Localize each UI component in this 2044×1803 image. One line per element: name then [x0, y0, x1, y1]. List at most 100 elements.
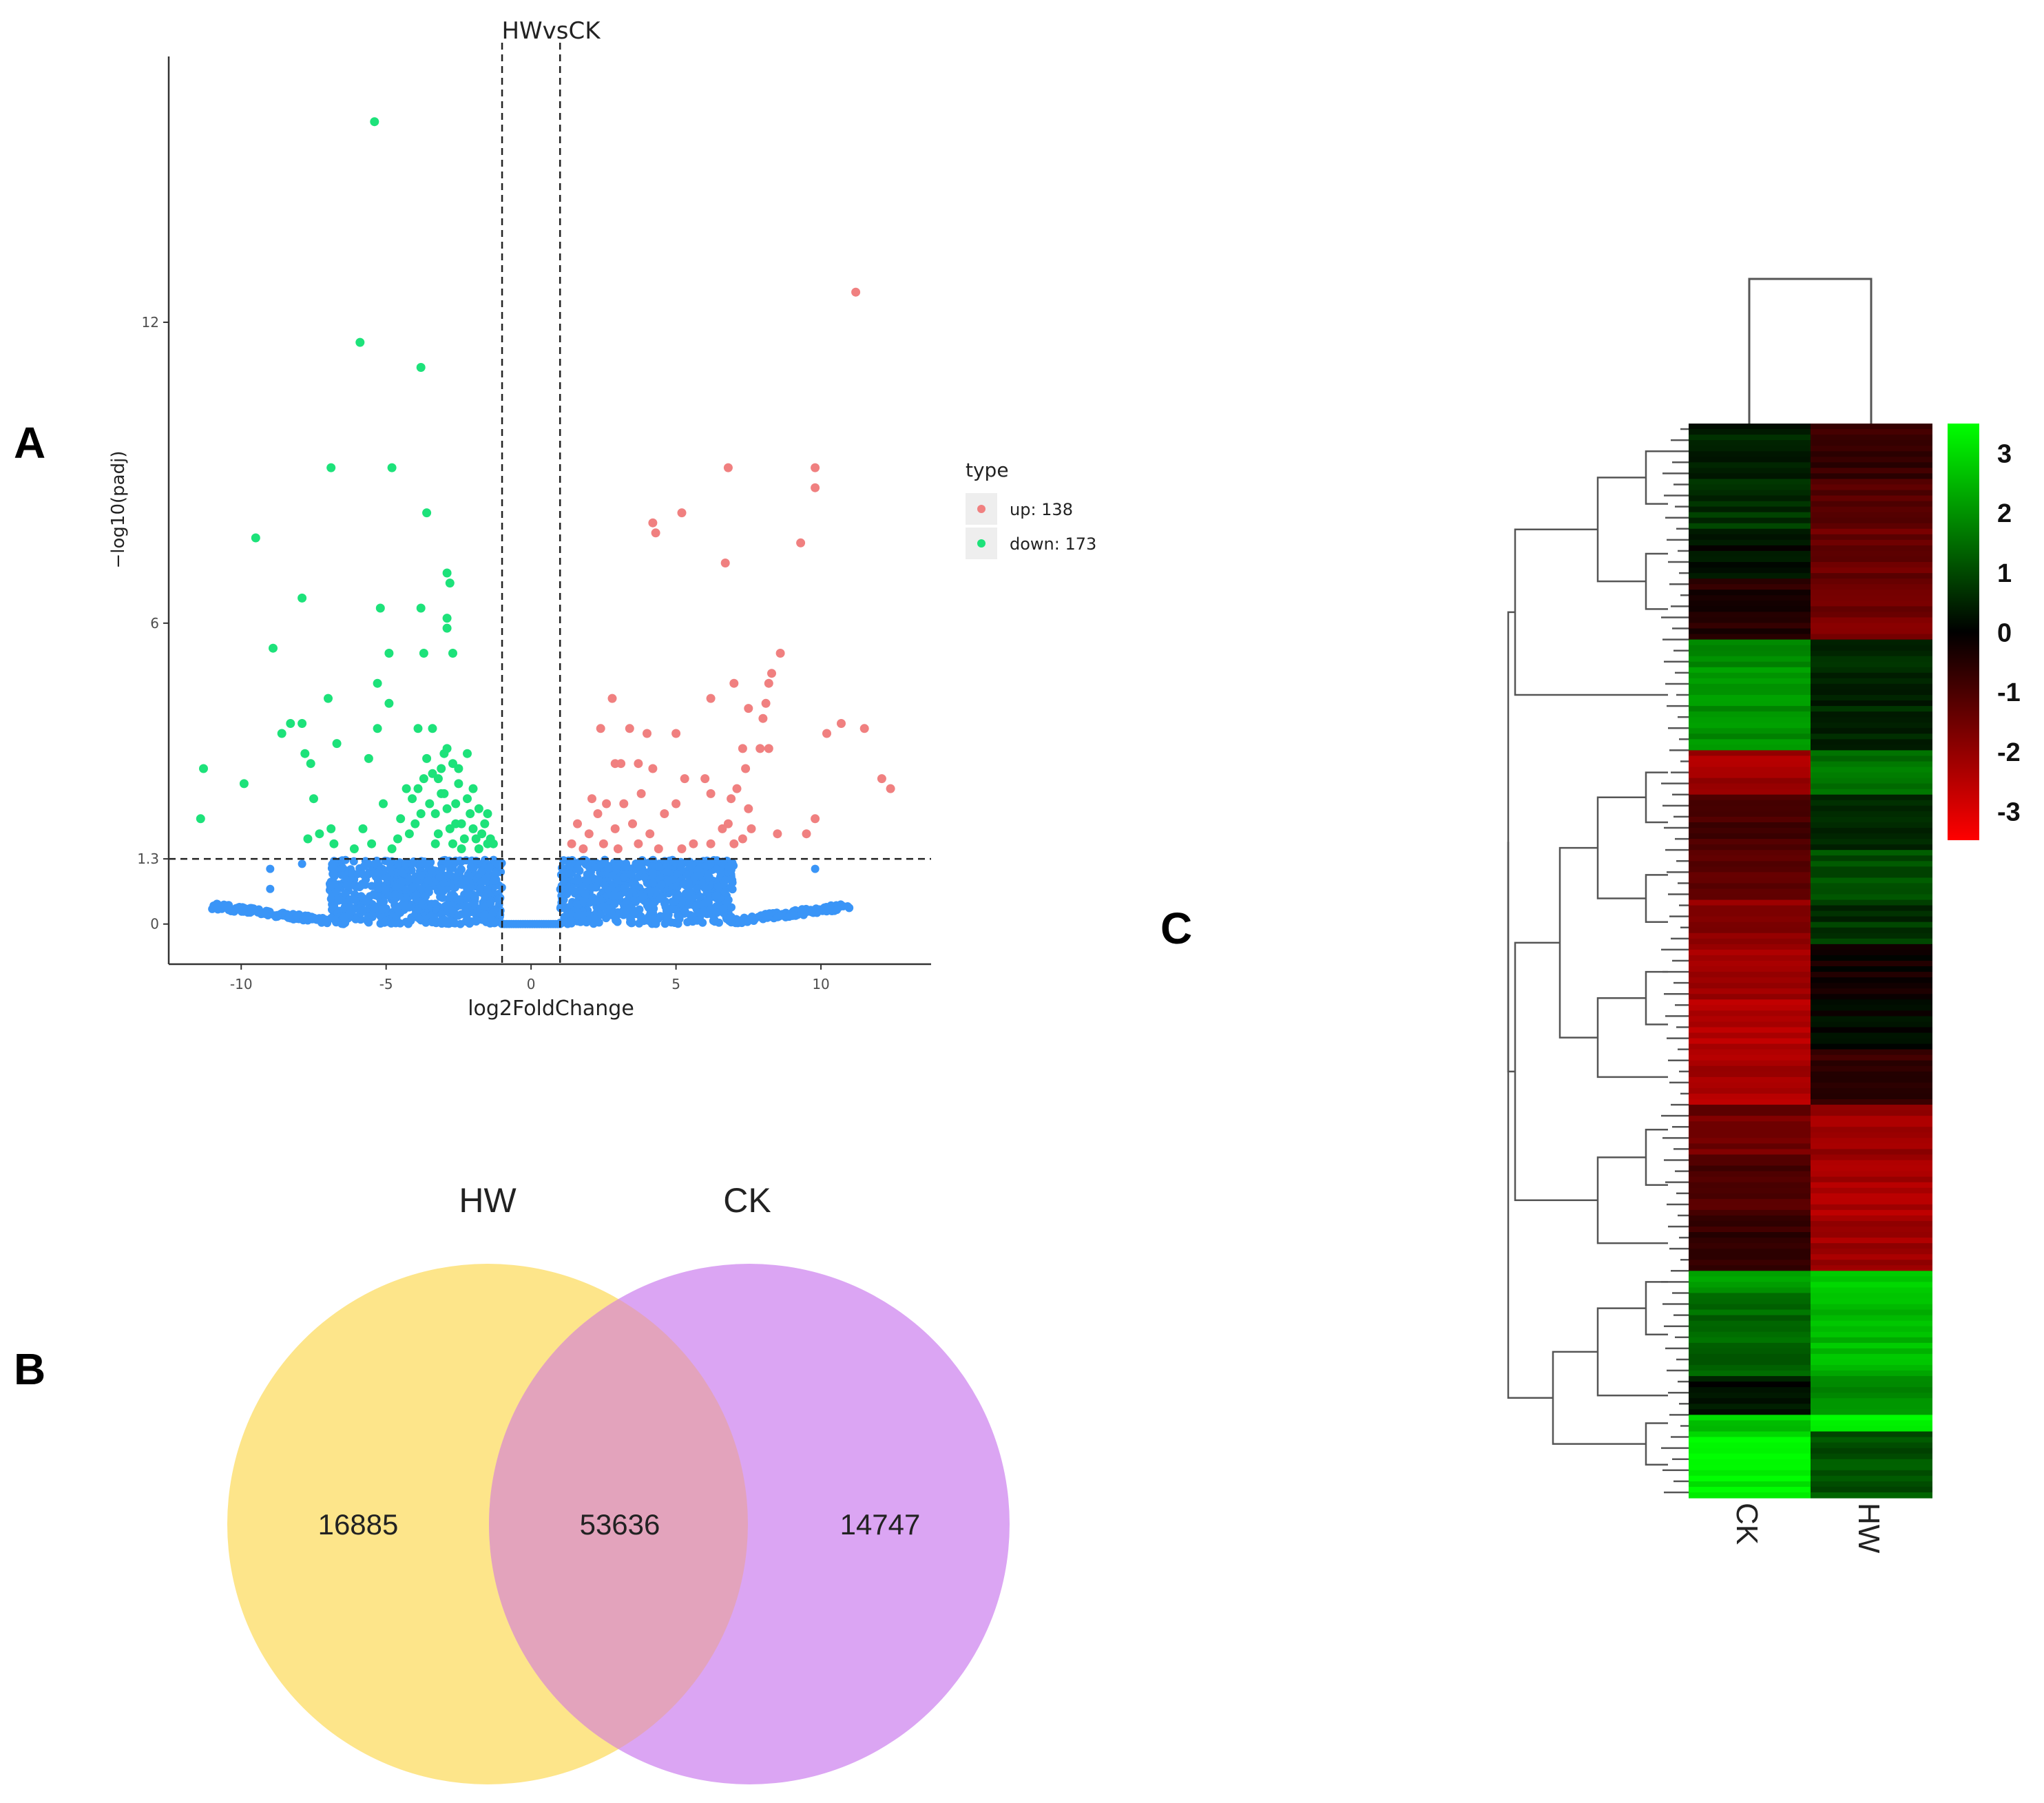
volcano-point-ns	[491, 870, 500, 879]
volcano-point-down	[437, 764, 446, 773]
heatmap-cell	[1811, 894, 1932, 901]
heatmap-cell	[1811, 717, 1932, 723]
heatmap-cell	[1811, 861, 1932, 867]
volcano-point-down	[468, 824, 478, 833]
heatmap-cell	[1689, 1348, 1811, 1355]
volcano-point-ns	[328, 902, 337, 911]
heatmap-cell	[1811, 678, 1932, 685]
volcano-point-ns	[431, 899, 439, 908]
heatmap-cell	[1811, 490, 1932, 497]
volcano-point-ns	[485, 863, 494, 872]
volcano-point-down	[355, 337, 365, 347]
heatmap-cell	[1689, 1309, 1811, 1316]
heatmap-cell	[1689, 761, 1811, 768]
heatmap-cell	[1689, 828, 1811, 834]
heatmap-cell	[1689, 1010, 1811, 1017]
volcano-point-down	[442, 614, 452, 623]
volcano-point-up	[706, 789, 716, 798]
volcano-point-up	[738, 834, 747, 844]
volcano-point-ns	[693, 916, 702, 925]
panel-label-a: A	[14, 418, 45, 468]
heatmap-cell	[1811, 1121, 1932, 1127]
heatmap-cell	[1689, 1398, 1811, 1404]
volcano-point-ns	[638, 892, 647, 901]
heatmap-cell	[1811, 1176, 1932, 1183]
volcano-point-down	[442, 804, 452, 813]
heatmap-cell	[1811, 1198, 1932, 1205]
volcano-point-ns	[748, 913, 756, 922]
volcano-point-down	[199, 764, 208, 773]
colorbar-ticks: 3 2 1 0 -1 -2 -3	[1997, 439, 2021, 826]
heatmap-cell	[1689, 778, 1811, 784]
heatmap-cell	[1689, 1076, 1811, 1083]
volcano-point-up	[567, 839, 576, 848]
volcano-point-up	[634, 759, 643, 769]
volcano-point-ns	[402, 859, 411, 868]
heatmap-cell	[1811, 1087, 1932, 1094]
heatmap-cell	[1689, 1249, 1811, 1255]
heatmap-cell	[1811, 1193, 1932, 1200]
heatmap-cell	[1689, 1442, 1811, 1449]
volcano-point-ns	[448, 859, 457, 868]
volcano-point-down	[442, 568, 452, 578]
volcano-point-ns	[470, 899, 479, 908]
volcano-point-ns	[367, 882, 376, 890]
volcano-point-ns	[298, 859, 306, 868]
heatmap-cell	[1811, 1116, 1932, 1122]
heatmap-cell	[1689, 1359, 1811, 1366]
heatmap-cell	[1811, 457, 1932, 463]
volcano-point-down	[239, 779, 249, 789]
heatmap-cell	[1811, 584, 1932, 590]
heatmap-cell	[1811, 1060, 1932, 1067]
volcano-point-down	[454, 764, 463, 773]
volcano-point-ns	[397, 877, 406, 886]
heatmap-cell	[1811, 1127, 1932, 1133]
heatmap-cell	[1811, 473, 1932, 480]
heatmap-cell	[1689, 999, 1811, 1005]
heatmap-cell	[1811, 800, 1932, 806]
volcano-point-ns	[359, 906, 367, 915]
heatmap-cell	[1689, 1226, 1811, 1233]
heatmap-cell	[1689, 639, 1811, 646]
volcano-point-down	[419, 649, 428, 658]
volcano-point-ns	[610, 899, 619, 908]
heatmap-cell	[1689, 1232, 1811, 1238]
volcano-point-ns	[594, 918, 603, 927]
heatmap-cell	[1811, 667, 1932, 674]
heatmap-cell	[1689, 905, 1811, 912]
heatmap-cell	[1689, 949, 1811, 956]
heatmap-cell	[1689, 590, 1811, 596]
volcano-point-ns	[260, 909, 269, 918]
heatmap-cell	[1811, 1437, 1932, 1444]
heatmap-cell	[1811, 1326, 1932, 1333]
volcano-point-down	[364, 753, 373, 763]
volcano-point-up	[610, 824, 620, 833]
heatmap-cell	[1811, 501, 1932, 508]
volcano-point-ns	[382, 873, 390, 882]
heatmap-cell	[1689, 612, 1811, 618]
volcano-point-down	[332, 739, 342, 749]
heatmap-cell	[1811, 424, 1932, 430]
volcano-point-ns	[647, 862, 656, 871]
heatmap-cell	[1811, 761, 1932, 768]
volcano-point-down	[463, 749, 472, 758]
heatmap-cell	[1811, 1371, 1932, 1377]
heatmap-cell	[1689, 877, 1811, 884]
volcano-point-ns	[694, 864, 703, 873]
heatmap-cell	[1689, 1105, 1811, 1111]
heatmap-cell	[1811, 567, 1932, 574]
heatmap-cell	[1689, 1464, 1811, 1471]
heatmap-cell	[1689, 1470, 1811, 1477]
heatmap-cell	[1811, 1337, 1932, 1344]
volcano-point-down	[396, 814, 406, 824]
heatmap-cell	[1811, 1276, 1932, 1282]
heatmap-cell	[1811, 1138, 1932, 1144]
volcano-point-up	[877, 774, 886, 784]
volcano-point-ns	[614, 859, 623, 868]
heatmap-cell	[1811, 750, 1932, 757]
heatmap-cell	[1811, 1448, 1932, 1455]
heatmap-cell	[1689, 844, 1811, 851]
heatmap-cell	[1811, 1160, 1932, 1167]
volcano-point-ns	[573, 864, 582, 873]
heatmap-cell	[1811, 672, 1932, 679]
